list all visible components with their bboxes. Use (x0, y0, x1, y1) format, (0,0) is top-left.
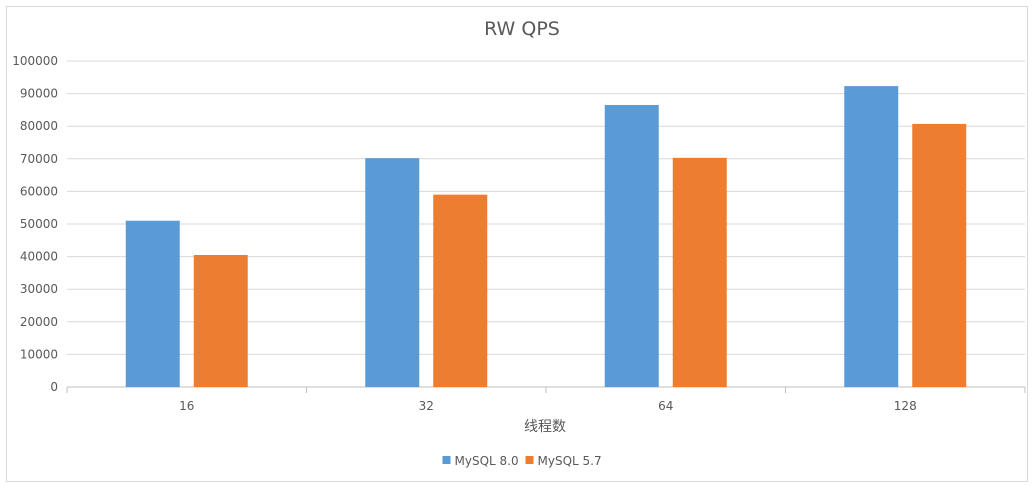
bars (125, 86, 967, 388)
y-tick-label: 100000 (12, 54, 58, 68)
y-tick-label: 80000 (20, 119, 58, 133)
x-tick-label: 64 (658, 399, 673, 413)
bar-mysql-8-0-16 (125, 220, 180, 387)
y-tick-label: 10000 (20, 347, 58, 361)
y-tick-label: 50000 (20, 217, 58, 231)
bar-mysql-8-0-64 (604, 105, 659, 387)
y-tick-label: 90000 (20, 87, 58, 101)
bar-mysql-5-7-128 (912, 123, 967, 387)
y-tick-label: 20000 (20, 315, 58, 329)
bar-mysql-5-7-64 (672, 157, 727, 387)
bar-mysql-5-7-32 (433, 194, 488, 387)
bar-mysql-5-7-16 (193, 254, 248, 387)
legend-swatch (442, 456, 451, 464)
y-tick-label: 40000 (20, 250, 58, 264)
x-tick-label: 16 (179, 399, 194, 413)
x-tick-label: 128 (894, 399, 917, 413)
y-tick-label: 0 (50, 380, 58, 394)
bar-mysql-8-0-128 (844, 86, 899, 388)
legend-swatch (525, 456, 534, 464)
y-tick-label: 30000 (20, 282, 58, 296)
chart-title: RW QPS (484, 18, 560, 40)
y-axis-ticks: 0 10000 20000 30000 40000 50000 60000 70000 8000… (12, 54, 58, 394)
legend-label: MySQL 8.0 (455, 454, 519, 468)
x-tick-label: 32 (419, 399, 434, 413)
legend-label: MySQL 5.7 (538, 454, 602, 468)
y-tick-label: 60000 (20, 184, 58, 198)
x-axis: 16 32 64 128 (66, 387, 1026, 413)
bar-mysql-8-0-32 (365, 158, 420, 387)
x-axis-title: 线程数 (524, 419, 566, 435)
y-tick-label: 70000 (20, 152, 58, 166)
legend: MySQL 8.0 MySQL 5.7 (442, 454, 602, 468)
